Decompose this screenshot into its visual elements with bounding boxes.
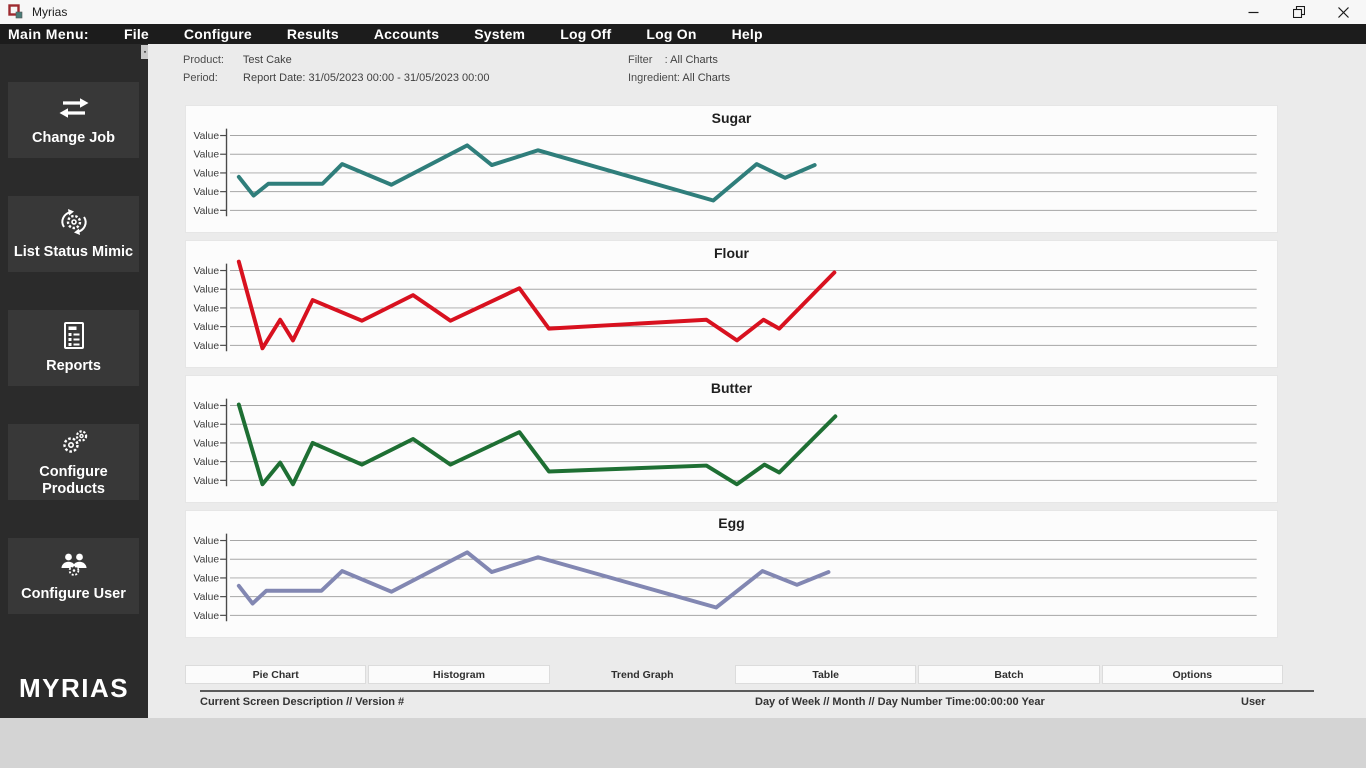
footer-button-row: Pie Chart Histogram Trend Graph Table Batch O…: [185, 665, 1283, 684]
trend-line-chart-sugar: Value Value Value Value Value: [193, 128, 1257, 217]
svg-text:Value: Value: [193, 303, 219, 314]
myrias-logo: MYRIAS: [18, 673, 130, 703]
user-gear-icon: [57, 549, 91, 579]
footer-button-histogram[interactable]: Histogram: [368, 665, 550, 684]
chart-title: Butter: [710, 380, 753, 396]
menu-item-configure[interactable]: Configure: [183, 26, 252, 42]
menu-item-system[interactable]: System: [474, 26, 526, 42]
svg-text:Value: Value: [193, 420, 219, 431]
charts-area: Sugar Value Value Value Value Value Flour Value…: [185, 105, 1278, 645]
header-field-filter: Filter : All Charts: [628, 54, 718, 66]
sidebar-item-change-job[interactable]: Change Job: [8, 82, 139, 158]
sidebar-item-list-status-mimic[interactable]: List Status Mimic: [8, 196, 139, 272]
svg-text:Value: Value: [193, 322, 219, 333]
chart-title: Sugar: [711, 110, 752, 126]
swap-arrows-icon: [56, 93, 92, 123]
title-bar: Myrias: [0, 0, 1366, 24]
sidebar-item-configure-products[interactable]: Configure Products: [8, 424, 139, 500]
menu-item-accounts[interactable]: Accounts: [373, 26, 440, 42]
svg-text:Value: Value: [193, 438, 219, 449]
header-field-product: Product: Test Cake: [183, 54, 292, 66]
status-screen-description: Current Screen Description // Version #: [200, 696, 405, 708]
header-field-value: All Charts: [667, 54, 718, 66]
sidebar: Change Job List Status Mimic Reports Config…: [0, 44, 148, 718]
menu-item-help[interactable]: Help: [731, 26, 763, 42]
sidebar-item-label: Change Job: [32, 130, 115, 147]
sidebar-item-label: Reports: [46, 358, 101, 375]
sidebar-item-label: List Status Mimic: [13, 244, 134, 261]
footer-button-batch[interactable]: Batch: [918, 665, 1100, 684]
footer-button-table[interactable]: Table: [734, 665, 917, 684]
sidebar-resize-handle[interactable]: ▪: [141, 45, 149, 59]
app-icon: [8, 4, 24, 20]
svg-text:Value: Value: [193, 187, 219, 198]
menu-item-results[interactable]: Results: [286, 26, 339, 42]
header-field-ingredient: Ingredient: All Charts: [628, 72, 730, 84]
main-content: Product: Test Cake Period: Report Date: 3…: [148, 44, 1366, 718]
header-field-label: Product:: [183, 54, 224, 66]
menu-bar: Main Menu: File Configure Results Accounts S…: [0, 24, 1366, 44]
chart-panel-butter: Butter Value Value Value Value Value: [185, 375, 1278, 503]
trend-line-chart-egg: Value Value Value Value Value: [193, 533, 1257, 622]
menu-item-log-off[interactable]: Log Off: [560, 26, 612, 42]
header-field-period: Period: Report Date: 31/05/2023 00:00 - …: [183, 72, 490, 84]
trend-line-chart-flour: Value Value Value Value Value: [193, 259, 1257, 352]
close-button[interactable]: [1321, 0, 1366, 24]
main-menu-label: Main Menu:: [8, 26, 89, 42]
svg-text:Value: Value: [193, 592, 219, 603]
header-field-label: Filter :: [628, 54, 668, 66]
gears-icon: [57, 427, 91, 457]
svg-text:Value: Value: [193, 536, 219, 547]
sidebar-item-reports[interactable]: Reports: [8, 310, 139, 386]
footer-button-trend-graph[interactable]: Trend Graph: [611, 668, 674, 681]
header-field-value: Test Cake: [240, 54, 292, 66]
svg-text:Value: Value: [193, 573, 219, 584]
header-field-value: All Charts: [679, 72, 731, 84]
svg-text:Value: Value: [193, 131, 219, 142]
footer-button-options[interactable]: Options: [1101, 665, 1283, 684]
svg-text:Value: Value: [193, 266, 219, 277]
window-title: Myrias: [32, 5, 68, 19]
header-field-value: Report Date: 31/05/2023 00:00 - 31/05/20…: [240, 72, 490, 84]
sync-gear-icon: [57, 207, 91, 237]
sidebar-item-label: Configure Products: [39, 463, 108, 497]
menu-item-file[interactable]: File: [124, 26, 149, 42]
chart-panel-sugar: Sugar Value Value Value Value Value: [185, 105, 1278, 233]
svg-text:Value: Value: [193, 341, 219, 352]
svg-text:Value: Value: [193, 476, 219, 487]
minimize-button[interactable]: [1231, 0, 1276, 24]
svg-text:Value: Value: [193, 611, 219, 622]
trend-line-chart-butter: Value Value Value Value Value: [193, 398, 1257, 487]
status-datetime: Day of Week // Month // Day Number Time:…: [755, 696, 1045, 708]
svg-text:Value: Value: [193, 285, 219, 296]
chart-panel-flour: Flour Value Value Value Value Value: [185, 240, 1278, 368]
report-icon: [60, 321, 88, 351]
window-controls: [1231, 0, 1366, 24]
close-icon: [1338, 6, 1349, 18]
svg-text:Value: Value: [193, 457, 219, 468]
menu-item-log-on[interactable]: Log On: [646, 26, 697, 42]
svg-text:Value: Value: [193, 168, 219, 179]
header-field-label: Period:: [183, 72, 218, 84]
chart-panel-egg: Egg Value Value Value Value Value: [185, 510, 1278, 638]
svg-text:Value: Value: [193, 401, 219, 412]
restore-icon: [1292, 6, 1305, 18]
svg-text:Value: Value: [193, 555, 219, 566]
restore-button[interactable]: [1276, 0, 1321, 24]
chart-title: Egg: [718, 515, 745, 531]
footer-button-pie-chart[interactable]: Pie Chart: [185, 665, 367, 684]
svg-text:Value: Value: [193, 150, 219, 161]
status-bar-divider: [200, 690, 1314, 692]
chart-title: Flour: [714, 245, 749, 261]
sidebar-item-label: Configure User: [21, 586, 126, 603]
header-field-label: Ingredient:: [628, 72, 680, 84]
status-user: User: [1241, 696, 1266, 708]
svg-text:Value: Value: [193, 206, 219, 217]
sidebar-item-configure-user[interactable]: Configure User: [8, 538, 139, 614]
